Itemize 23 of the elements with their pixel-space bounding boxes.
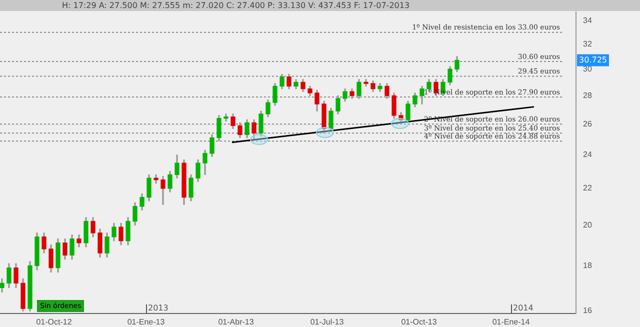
y-tick-label: 16: [583, 306, 592, 316]
y-tick-label: 26: [583, 119, 592, 128]
annotation: 2014: [513, 303, 534, 312]
y-tick-label: 32: [583, 39, 592, 48]
x-tick-label: 01-Oct-12: [36, 317, 72, 326]
text: H: 17:29 A: 27.500 M: 27.555 m: 27.020 C: 27.400 P: 33.130 V: 437.453 F: 17-07-2013: [0, 0, 640, 11]
text: 30.725: [579, 55, 607, 64]
candlestick: [224, 114, 228, 122]
y-tick-label: 34: [583, 16, 592, 26]
candlestick: [364, 79, 368, 86]
y-tick-label: 20: [583, 220, 592, 230]
annotation: 2013: [148, 303, 168, 312]
y-tick-label: 18: [583, 260, 592, 270]
y-tick-label: 28: [583, 90, 592, 100]
x-tick-label: 01-Ene-14: [492, 317, 530, 326]
x-tick-label: 01-Jul-13: [310, 317, 344, 326]
y-tick-label: 22: [583, 184, 592, 193]
y-tick-label: 24: [583, 150, 592, 160]
x-tick-label: 01-Oct-13: [401, 317, 438, 326]
candlestick: [154, 174, 158, 184]
x-tick-label: 01-Ene-13: [127, 317, 166, 326]
x-tick-label: 01-Abr-13: [218, 317, 254, 326]
y-tick-label: 30: [583, 64, 592, 74]
